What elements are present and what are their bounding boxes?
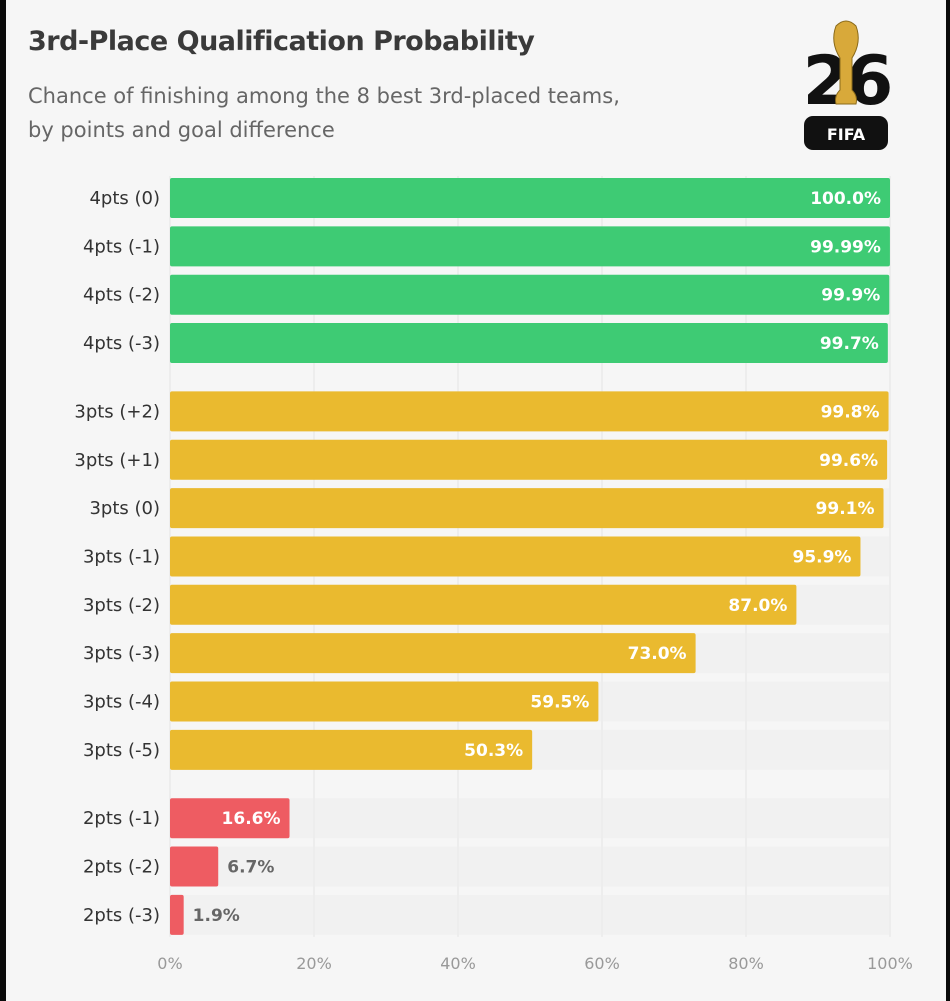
bar [170, 798, 290, 839]
trophy-icon [833, 20, 859, 105]
category-label: 2pts (-2) [83, 857, 160, 878]
value-label: 87.0% [728, 596, 787, 616]
value-label: 100.0% [810, 189, 881, 209]
bar [170, 274, 890, 315]
bar [170, 584, 797, 625]
value-label: 99.8% [821, 402, 880, 422]
category-label: 3pts (-1) [83, 546, 160, 567]
bar [170, 846, 219, 887]
value-label: 99.1% [816, 499, 875, 519]
value-label: 16.6% [222, 809, 281, 829]
bar [170, 894, 184, 935]
logo-text: FIFA [827, 125, 866, 144]
x-tick-label: 80% [728, 954, 764, 973]
subtitle-line-1: Chance of finishing among the 8 best 3rd… [28, 84, 620, 108]
category-label: 3pts (0) [89, 498, 160, 519]
value-label: 99.7% [820, 334, 879, 354]
value-label: 99.9% [821, 286, 880, 306]
subtitle-line-2: by points and goal difference [28, 118, 335, 142]
value-label: 95.9% [792, 547, 851, 567]
chart-subtitle: Chance of finishing among the 8 best 3rd… [28, 79, 748, 147]
category-label: 3pts (+2) [74, 401, 160, 422]
value-label: 59.5% [530, 693, 589, 713]
category-label: 4pts (-1) [83, 236, 160, 257]
category-label: 3pts (-2) [83, 595, 160, 616]
category-label: 2pts (-1) [83, 808, 160, 829]
bar [170, 439, 888, 480]
chart-panel: 3rd-Place Qualification Probability Chan… [6, 0, 946, 1001]
value-label: 50.3% [464, 741, 523, 761]
bar [170, 681, 599, 722]
x-tick-label: 20% [296, 954, 332, 973]
bar [170, 633, 696, 674]
category-label: 3pts (-5) [83, 740, 160, 761]
value-label: 73.0% [628, 644, 687, 664]
x-tick-label: 0% [157, 954, 182, 973]
category-label: 3pts (-4) [83, 692, 160, 713]
logo-badge [804, 116, 888, 150]
category-label: 3pts (-3) [83, 643, 160, 664]
bar-track [170, 846, 890, 887]
bar-track [170, 798, 890, 839]
category-label: 4pts (0) [89, 188, 160, 209]
category-label: 4pts (-2) [83, 285, 160, 306]
fifa-world-cup-2026-logo: 26 FIFA [803, 20, 894, 150]
bar [170, 178, 890, 218]
value-label: 99.99% [810, 237, 881, 257]
value-label: 99.6% [819, 451, 878, 471]
value-label: 1.9% [193, 906, 240, 926]
chart-title: 3rd-Place Qualification Probability [28, 26, 535, 57]
x-tick-label: 40% [440, 954, 476, 973]
bar-track [170, 894, 890, 935]
bar-chart: 4pts (0) 100.0% 4pts (-1) 99.99% 4pts (-2) 99… [74, 176, 913, 973]
category-label: 4pts (-3) [83, 333, 160, 354]
bar [170, 488, 884, 529]
bar [170, 323, 888, 364]
category-label: 3pts (+1) [74, 450, 160, 471]
x-tick-label: 60% [584, 954, 620, 973]
bar [170, 226, 890, 267]
value-label: 6.7% [227, 858, 274, 878]
category-label: 2pts (-3) [83, 905, 160, 926]
x-tick-label: 100% [867, 954, 913, 973]
bar [170, 729, 533, 770]
bar [170, 391, 889, 432]
bar [170, 536, 861, 577]
